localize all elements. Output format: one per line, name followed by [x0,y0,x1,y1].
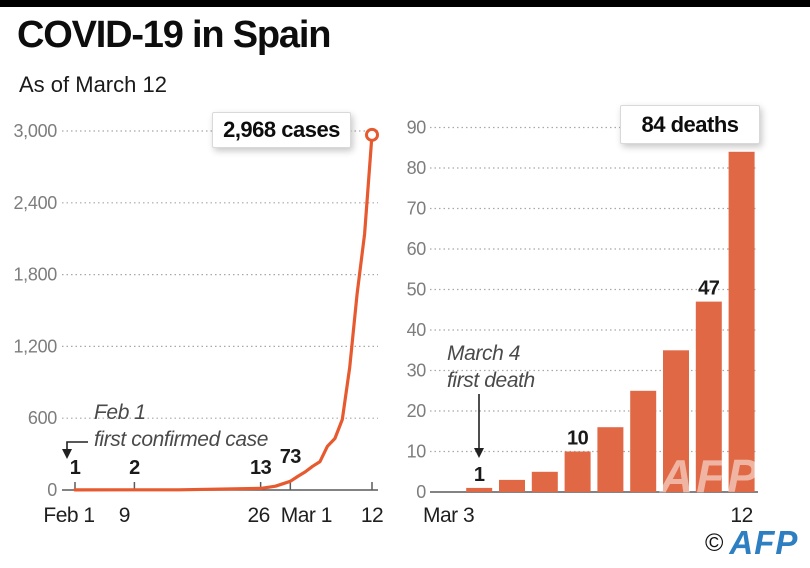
deaths-ytick-label: 30 [407,361,427,381]
cases-point-label: 13 [250,457,272,479]
cases-callout: 2,968 cases [212,112,351,148]
cases-xtick-label: 9 [119,504,130,527]
deaths-annotation-line1: March 4 [447,342,521,365]
cases-point-label: 1 [70,457,81,479]
deaths-ytick-label: 50 [407,280,427,300]
cases-xtick-label: 26 [247,504,269,527]
cases-line [73,133,374,492]
cases-callout-label: 2,968 cases [223,117,340,142]
cases-xtick-label: 12 [361,504,383,527]
deaths-bar [564,451,591,492]
deaths-ytick-label: 80 [407,158,427,178]
deaths-bar [466,487,493,492]
cases-xtick-label: Feb 1 [43,504,94,527]
cases-annotation: Feb 1 first confirmed case [94,399,268,453]
page-subtitle: As of March 12 [19,72,167,97]
deaths-bar [531,471,558,493]
page-title: COVID-19 in Spain [17,14,331,56]
deaths-ytick-label: 40 [407,320,427,340]
deaths-ytick-label: 70 [407,199,427,219]
top-border-bar [0,0,810,7]
cases-ytick-label: 3,000 [13,121,57,141]
cases-annotation-line2: first confirmed case [94,428,269,451]
deaths-ytick-label: 0 [416,482,426,502]
cases-xtick-label: Mar 1 [281,504,332,527]
deaths-annotation-line2: first death [447,369,535,392]
cases-ytick-label: 1,800 [13,265,57,285]
deaths-ytick-label: 20 [407,401,427,421]
deaths-bar-label: 1 [474,464,485,486]
cases-annotation-arrowhead [62,449,72,459]
deaths-ytick-label: 60 [407,239,427,259]
deaths-annotation: March 4 first death [447,340,535,394]
cases-ytick-label: 1,200 [13,336,57,356]
deaths-bar [663,350,689,493]
cases-ytick-label: 2,400 [13,193,57,213]
deaths-xtick-label: Mar 3 [423,504,474,527]
cases-end-marker [365,127,379,142]
afp-credit: © AFP [705,524,798,562]
deaths-annotation-arrowhead [474,448,484,458]
deaths-bar [597,427,624,492]
deaths-ytick-label: 10 [407,442,427,462]
afp-logo: AFP [729,524,799,561]
deaths-bar [728,151,755,493]
cases-annotation-arrow [66,441,88,450]
cases-annotation-line1: Feb 1 [94,401,146,424]
deaths-ytick-label: 90 [407,118,427,138]
deaths-bar-label: 10 [567,428,589,450]
deaths-xtick-label: 12 [730,504,752,527]
copyright-symbol: © [705,528,724,557]
cases-point-label: 73 [280,446,302,468]
deaths-bar [499,479,525,492]
deaths-bar [695,301,722,492]
deaths-callout-label: 84 deaths [641,111,740,137]
deaths-bar [630,390,657,493]
deaths-bar-label: 47 [698,278,720,300]
cases-ytick-label: 0 [47,480,57,500]
cases-ytick-label: 600 [28,408,57,428]
cases-point-label: 2 [129,457,140,479]
deaths-callout: 84 deaths [620,105,760,144]
